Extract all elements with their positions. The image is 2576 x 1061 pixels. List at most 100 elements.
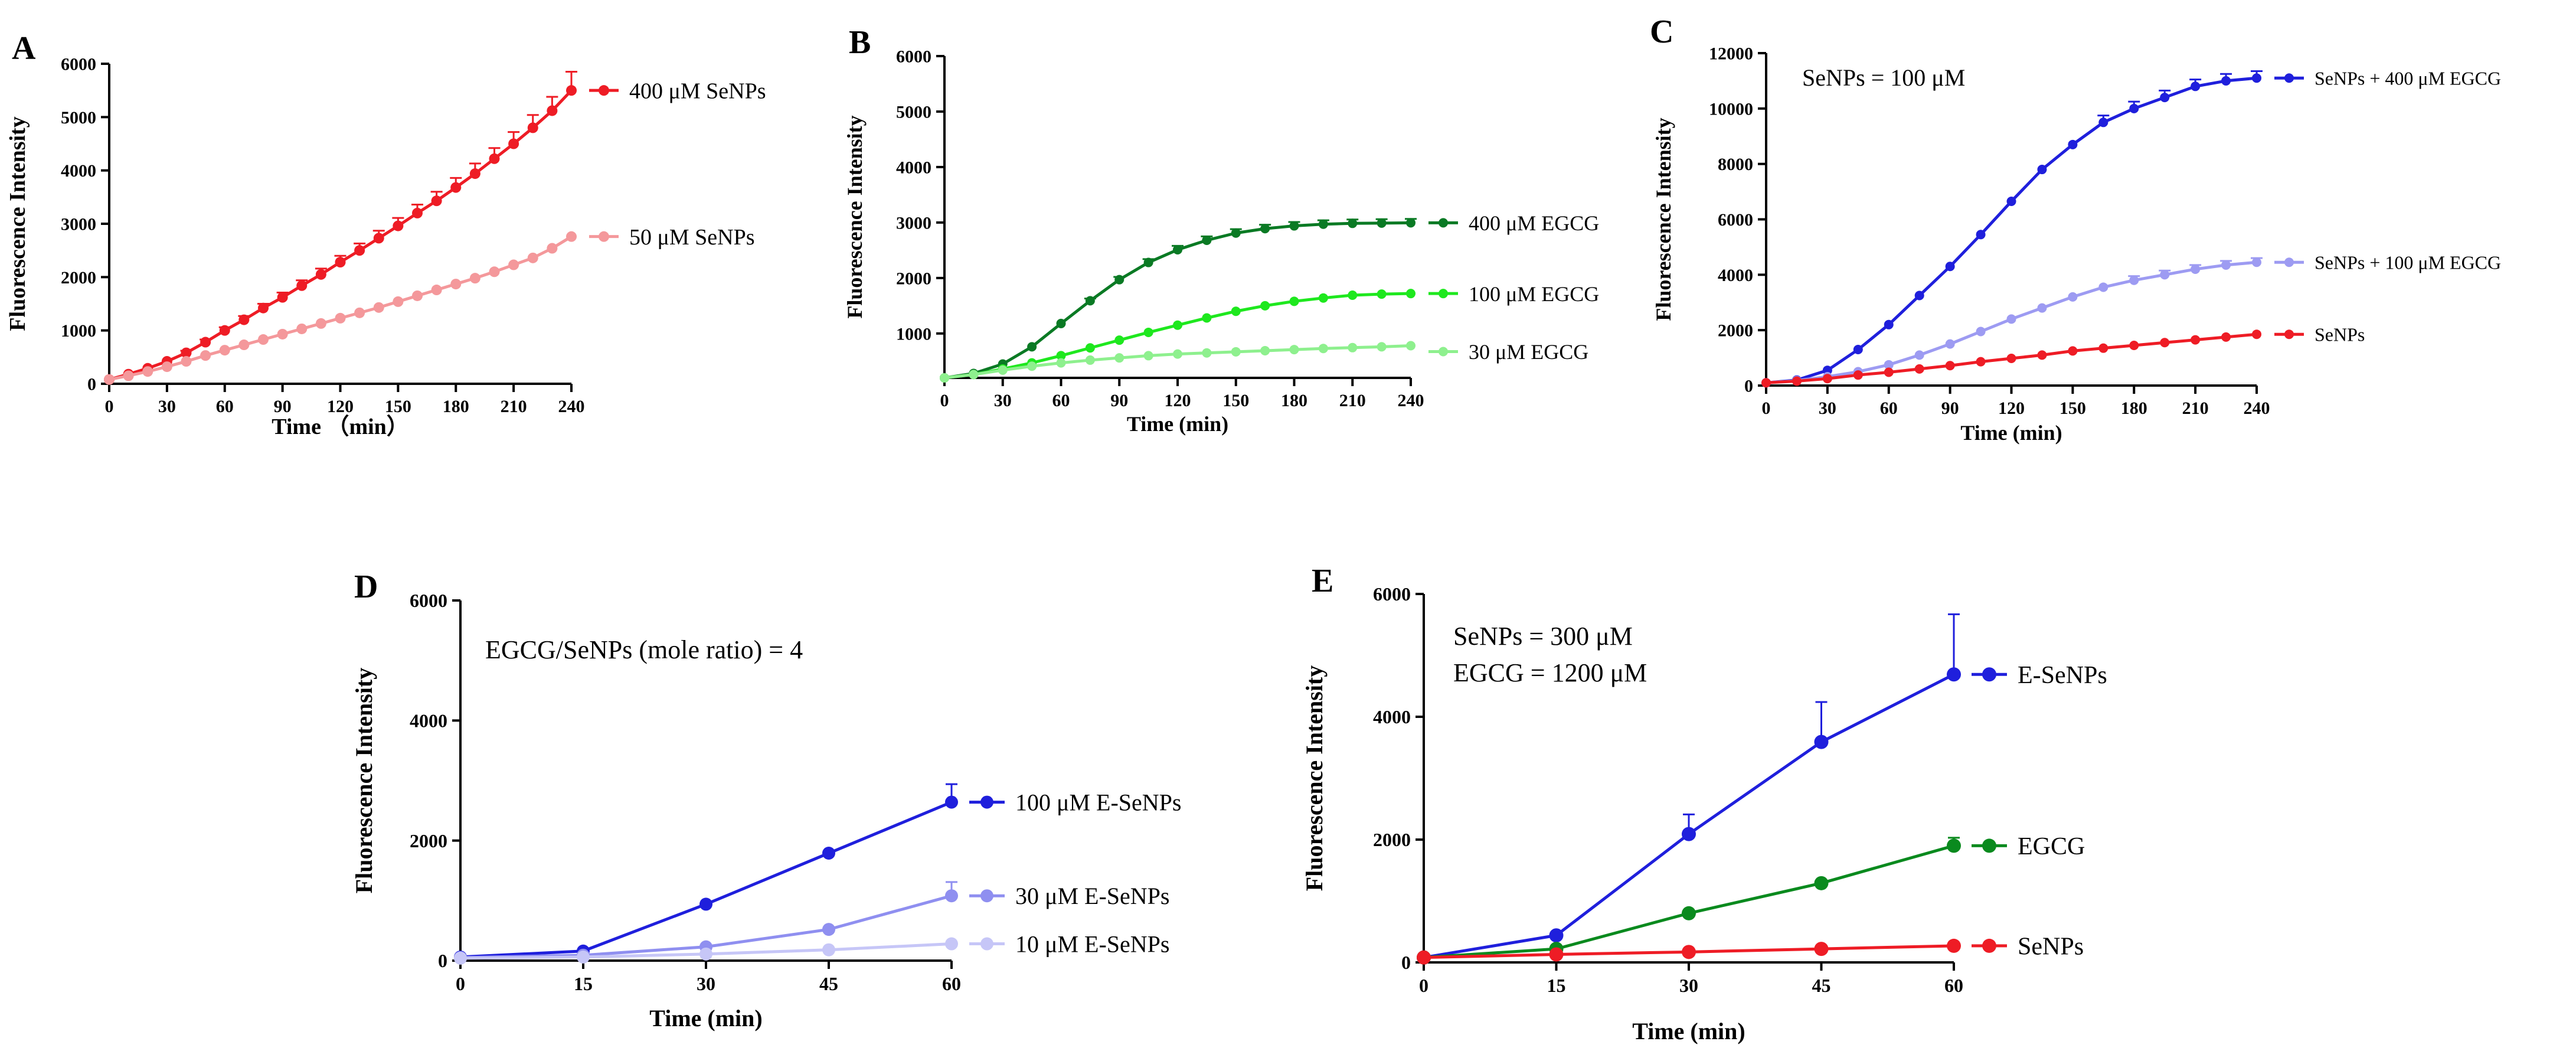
x-axis-label: Time (min)	[649, 1005, 762, 1031]
chart-panel-b: B 0 30 60 90 120 150 180 210 240 1000 2000 3000 4000 5…	[843, 24, 1599, 436]
x-tick-label: 90	[1941, 399, 1959, 418]
data-point	[489, 266, 500, 278]
data-point	[1348, 290, 1358, 300]
series-0: E-SeNPs	[1417, 613, 2107, 965]
panel-label: D	[354, 569, 378, 605]
x-tick-label: 180	[443, 397, 469, 416]
legend-swatch-marker	[599, 85, 609, 96]
y-axis-label: Fluorescence Intensity	[1652, 117, 1675, 321]
data-point	[2006, 354, 2016, 364]
data-point	[1085, 355, 1095, 365]
data-point	[2191, 335, 2201, 345]
data-point	[2252, 329, 2261, 339]
data-point	[373, 302, 384, 313]
legend-swatch-marker	[980, 795, 993, 809]
y-tick-label: 0	[1401, 952, 1411, 973]
data-point	[469, 168, 480, 179]
data-point	[1945, 361, 1955, 371]
y-tick-label: 6000	[61, 55, 96, 74]
y-tick-label: 6000	[896, 47, 931, 67]
x-tick-label: 150	[1222, 391, 1249, 410]
data-point	[1914, 350, 1924, 360]
data-point	[1289, 221, 1299, 231]
data-point	[1822, 374, 1832, 384]
chart-panel-d: D 0 15 30 45 60 0 2000 4000 6000 Time (min) Fluores…	[351, 569, 1181, 1031]
data-point	[315, 269, 326, 280]
legend-swatch-marker	[2284, 329, 2294, 339]
y-tick-label: 6000	[1373, 583, 1411, 605]
y-tick-label: 0	[438, 950, 447, 971]
x-tick-label: 120	[1165, 391, 1191, 410]
legend-label: EGCG	[2018, 833, 2085, 860]
data-point	[450, 182, 462, 193]
data-point	[1814, 942, 1829, 956]
legend-label: SeNPs + 100 μM EGCG	[2315, 252, 2501, 273]
data-point	[998, 365, 1008, 375]
data-point	[200, 337, 211, 348]
legend-label: 400 μM SeNPs	[629, 79, 766, 103]
y-tick-label: 3000	[896, 213, 931, 233]
x-tick-label: 45	[1812, 975, 1831, 996]
data-point	[1056, 351, 1066, 361]
chart-annotation: EGCG/SeNPs (mole ratio) = 4	[485, 635, 803, 664]
x-tick-label: 60	[942, 973, 961, 994]
data-point	[1318, 219, 1328, 229]
series-2: 30 μM EGCG	[940, 340, 1588, 383]
data-point	[1914, 290, 1924, 301]
x-tick-label: 90	[274, 397, 292, 416]
data-point	[412, 207, 423, 218]
data-point	[1377, 218, 1387, 228]
data-point	[450, 279, 462, 290]
data-point	[945, 795, 958, 809]
data-point	[219, 325, 230, 336]
data-point	[2006, 197, 2016, 207]
data-point	[1318, 344, 1328, 354]
data-point	[547, 243, 558, 254]
data-point	[1202, 313, 1212, 323]
data-point	[1377, 289, 1387, 299]
data-point	[1289, 296, 1299, 306]
x-tick-label: 210	[2182, 399, 2209, 418]
data-point	[969, 370, 979, 380]
data-point	[822, 923, 835, 936]
data-point	[1976, 327, 1986, 337]
legend-swatch-marker	[1439, 289, 1448, 299]
data-point	[431, 285, 442, 296]
data-point	[822, 943, 835, 956]
data-point	[2068, 139, 2078, 149]
data-point	[1143, 257, 1153, 267]
data-point	[1976, 230, 1986, 240]
data-point	[200, 350, 211, 361]
data-point	[2191, 81, 2201, 92]
x-tick-label: 30	[1819, 399, 1836, 418]
x-axis-label: Time (min)	[1632, 1018, 1745, 1044]
series-0: 400 μM SeNPs	[104, 71, 766, 385]
y-tick-label: 4000	[1718, 266, 1753, 285]
data-point	[104, 374, 115, 385]
y-axis-label: Fluorescence Intensity	[843, 115, 867, 318]
y-tick-label: 2000	[410, 830, 447, 851]
data-point	[373, 233, 384, 244]
y-tick-label: 12000	[1709, 44, 1753, 64]
data-point	[1884, 367, 1894, 377]
data-point	[1682, 945, 1696, 959]
y-tick-label: 4000	[1373, 706, 1411, 727]
data-point	[940, 373, 949, 383]
x-tick-label: 60	[1944, 975, 1963, 996]
y-tick-label: 2000	[1718, 321, 1753, 341]
data-point	[393, 296, 404, 307]
x-axis-label: Time （min）	[272, 414, 409, 439]
legend-swatch-marker	[980, 889, 993, 903]
data-point	[508, 138, 519, 149]
legend-label: 100 μM EGCG	[1469, 282, 1599, 306]
series-line	[460, 801, 952, 959]
chart-annotation: SeNPs = 100 μM	[1802, 64, 1965, 91]
panel-label: C	[1650, 14, 1673, 50]
x-tick-label: 150	[385, 397, 411, 416]
data-point	[219, 345, 230, 356]
data-point	[1085, 343, 1095, 353]
chart-annotation: EGCG = 1200 μM	[1453, 658, 1647, 687]
x-tick-label: 240	[1398, 391, 1424, 410]
x-tick-label: 15	[1547, 975, 1566, 996]
series-0: SeNPs + 400 μM EGCG	[1761, 67, 2501, 388]
